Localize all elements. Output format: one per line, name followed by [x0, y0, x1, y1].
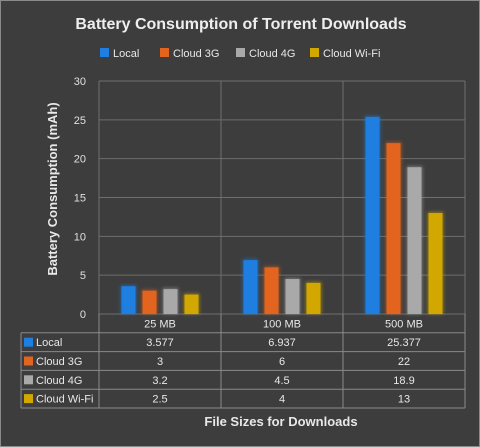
y-axis: 0 5 10 15 20 25 30	[74, 76, 86, 321]
bar-local-500-mb	[365, 116, 380, 314]
y-tick-label: 20	[74, 154, 86, 166]
table-row-label: Cloud 3G	[36, 356, 82, 368]
y-tick-label: 0	[80, 309, 86, 321]
bar-cloud-wi-fi-25-mb	[184, 294, 199, 314]
bar-cloud-4g-100-mb	[285, 279, 300, 314]
table-cell: 22	[398, 356, 410, 368]
x-axis-label: File Sizes for Downloads	[204, 414, 357, 429]
legend-label-cloud-wi-fi: Cloud Wi-Fi	[323, 48, 380, 60]
table-cell: 3.577	[146, 337, 174, 349]
legend-label-cloud-3g: Cloud 3G	[173, 48, 219, 60]
bars	[120, 115, 444, 314]
table-row-label: Local	[36, 337, 62, 349]
table-cell: 25.377	[387, 337, 421, 349]
x-tick-label: 25 MB	[144, 318, 176, 330]
legend-swatch-cloud-wi-fi	[310, 48, 319, 57]
legend-label-local: Local	[113, 48, 139, 60]
table-key-cloud-3g	[24, 356, 33, 366]
table-key-cloud-4g	[24, 375, 33, 385]
y-tick-label: 15	[74, 193, 86, 205]
table-row-label: Cloud Wi-Fi	[36, 394, 93, 406]
table-cell: 6	[279, 356, 285, 368]
bar-cloud-4g-25-mb	[163, 289, 178, 314]
bar-cloud-3g-500-mb	[386, 143, 401, 314]
table-cell: 3.2	[152, 375, 167, 387]
bar-cloud-wi-fi-500-mb	[428, 213, 443, 314]
bar-cloud-3g-100-mb	[264, 267, 279, 314]
chart-title: Battery Consumption of Torrent Downloads	[75, 16, 406, 33]
y-tick-label: 10	[74, 231, 86, 243]
table-cell: 4	[279, 394, 285, 406]
bar-cloud-3g-25-mb	[142, 290, 157, 314]
table-row-label: Cloud 4G	[36, 375, 82, 387]
table-cell: 18.9	[393, 375, 414, 387]
table-cell: 13	[398, 394, 410, 406]
y-axis-label: Battery Consumption (mAh)	[45, 102, 60, 275]
bar-cloud-4g-500-mb	[407, 167, 422, 314]
legend-swatch-local	[100, 48, 109, 57]
data-table: 25 MB 100 MB 500 MB Local 3.577 6.937 25.377 Cl…	[20, 314, 466, 409]
table-key-local	[24, 337, 33, 347]
x-tick-label: 500 MB	[385, 318, 423, 330]
y-tick-label: 5	[80, 270, 86, 282]
bar-cloud-wi-fi-100-mb	[306, 282, 321, 314]
legend: Local Cloud 3G Cloud 4G Cloud Wi-Fi	[100, 48, 380, 60]
table-cell: 3	[157, 356, 163, 368]
legend-swatch-cloud-4g	[236, 48, 245, 57]
y-tick-label: 30	[74, 76, 86, 88]
y-tick-label: 25	[74, 115, 86, 127]
legend-swatch-cloud-3g	[160, 48, 169, 57]
table-cell: 6.937	[268, 337, 296, 349]
x-tick-label: 100 MB	[263, 318, 301, 330]
gridlines	[98, 80, 466, 315]
table-cell: 2.5	[152, 394, 167, 406]
bar-local-100-mb	[243, 260, 258, 314]
legend-label-cloud-4g: Cloud 4G	[249, 48, 295, 60]
bar-local-25-mb	[121, 286, 136, 314]
table-key-cloud-wi-fi	[24, 394, 33, 404]
table-cell: 4.5	[274, 375, 289, 387]
